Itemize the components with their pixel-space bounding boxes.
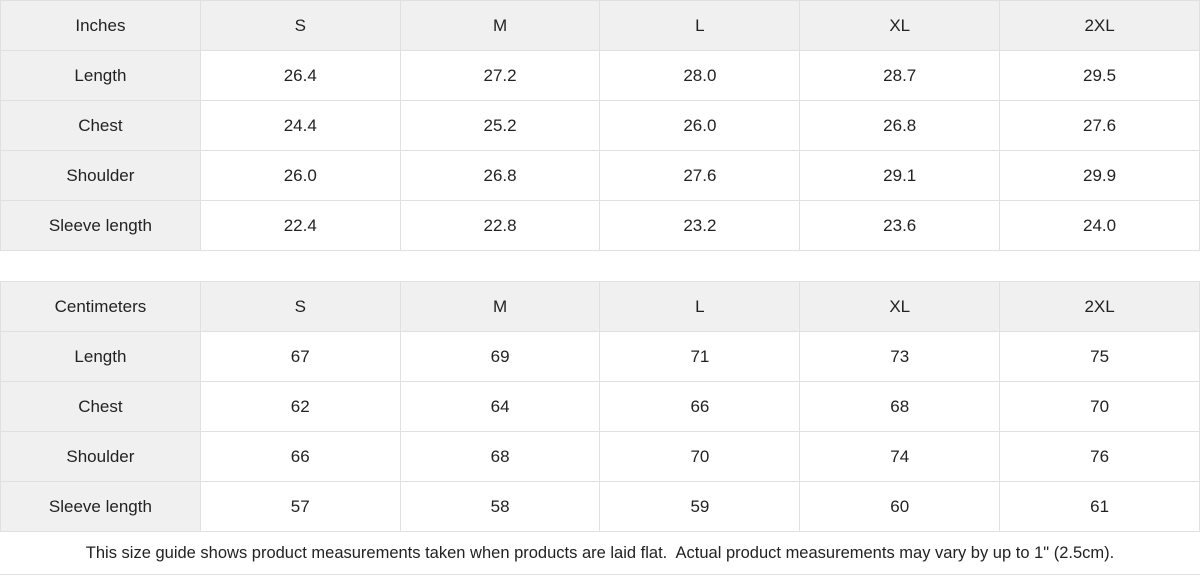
row-label-cell: Length <box>0 50 201 101</box>
value-cell: 23.2 <box>599 200 801 251</box>
size-header-cell: M <box>399 281 601 332</box>
row-label-cell: Chest <box>0 100 201 151</box>
inches-header-row: Inches S M L XL 2XL <box>0 0 1200 51</box>
inches-table: Inches S M L XL 2XL Length 26.4 27.2 28.… <box>0 0 1200 251</box>
value-cell: 67 <box>199 331 401 382</box>
value-cell: 58 <box>399 481 601 532</box>
value-cell: 26.8 <box>799 100 1001 151</box>
table-gap <box>0 251 1200 281</box>
value-cell: 26.8 <box>399 150 601 201</box>
value-cell: 66 <box>599 381 801 432</box>
value-cell: 26.0 <box>199 150 401 201</box>
row-label-cell: Shoulder <box>0 150 201 201</box>
table-row: Sleeve length 57 58 59 60 61 <box>0 481 1200 532</box>
centimeters-header-row: Centimeters S M L XL 2XL <box>0 281 1200 332</box>
size-header-cell: 2XL <box>999 281 1200 332</box>
size-header-cell: L <box>599 0 801 51</box>
value-cell: 29.5 <box>999 50 1200 101</box>
centimeters-table: Centimeters S M L XL 2XL Length 67 69 71… <box>0 281 1200 532</box>
table-row: Length 26.4 27.2 28.0 28.7 29.5 <box>0 50 1200 101</box>
value-cell: 59 <box>599 481 801 532</box>
value-cell: 64 <box>399 381 601 432</box>
value-cell: 22.4 <box>199 200 401 251</box>
size-guide-note: This size guide shows product measuremen… <box>0 532 1200 575</box>
value-cell: 24.4 <box>199 100 401 151</box>
size-header-cell: 2XL <box>999 0 1200 51</box>
value-cell: 27.6 <box>999 100 1200 151</box>
value-cell: 73 <box>799 331 1001 382</box>
row-label-cell: Shoulder <box>0 431 201 482</box>
size-header-cell: S <box>199 0 401 51</box>
value-cell: 28.7 <box>799 50 1001 101</box>
table-row: Shoulder 26.0 26.8 27.6 29.1 29.9 <box>0 150 1200 201</box>
value-cell: 28.0 <box>599 50 801 101</box>
value-cell: 75 <box>999 331 1200 382</box>
value-cell: 69 <box>399 331 601 382</box>
value-cell: 25.2 <box>399 100 601 151</box>
size-header-cell: XL <box>799 281 1001 332</box>
value-cell: 57 <box>199 481 401 532</box>
table-row: Sleeve length 22.4 22.8 23.2 23.6 24.0 <box>0 200 1200 251</box>
row-label-cell: Length <box>0 331 201 382</box>
value-cell: 27.2 <box>399 50 601 101</box>
value-cell: 70 <box>599 431 801 482</box>
size-header-cell: XL <box>799 0 1001 51</box>
row-label-cell: Sleeve length <box>0 200 201 251</box>
value-cell: 26.4 <box>199 50 401 101</box>
value-cell: 60 <box>799 481 1001 532</box>
value-cell: 22.8 <box>399 200 601 251</box>
row-label-cell: Sleeve length <box>0 481 201 532</box>
value-cell: 29.9 <box>999 150 1200 201</box>
size-header-cell: M <box>399 0 601 51</box>
table-row: Length 67 69 71 73 75 <box>0 331 1200 382</box>
value-cell: 74 <box>799 431 1001 482</box>
value-cell: 27.6 <box>599 150 801 201</box>
unit-header-cell: Inches <box>0 0 201 51</box>
value-cell: 68 <box>799 381 1001 432</box>
unit-header-cell: Centimeters <box>0 281 201 332</box>
value-cell: 61 <box>999 481 1200 532</box>
value-cell: 24.0 <box>999 200 1200 251</box>
row-label-cell: Chest <box>0 381 201 432</box>
table-row: Chest 62 64 66 68 70 <box>0 381 1200 432</box>
table-row: Shoulder 66 68 70 74 76 <box>0 431 1200 482</box>
value-cell: 62 <box>199 381 401 432</box>
value-cell: 29.1 <box>799 150 1001 201</box>
value-cell: 23.6 <box>799 200 1001 251</box>
size-header-cell: S <box>199 281 401 332</box>
table-row: Chest 24.4 25.2 26.0 26.8 27.6 <box>0 100 1200 151</box>
value-cell: 26.0 <box>599 100 801 151</box>
value-cell: 76 <box>999 431 1200 482</box>
value-cell: 66 <box>199 431 401 482</box>
value-cell: 71 <box>599 331 801 382</box>
value-cell: 68 <box>399 431 601 482</box>
size-header-cell: L <box>599 281 801 332</box>
value-cell: 70 <box>999 381 1200 432</box>
